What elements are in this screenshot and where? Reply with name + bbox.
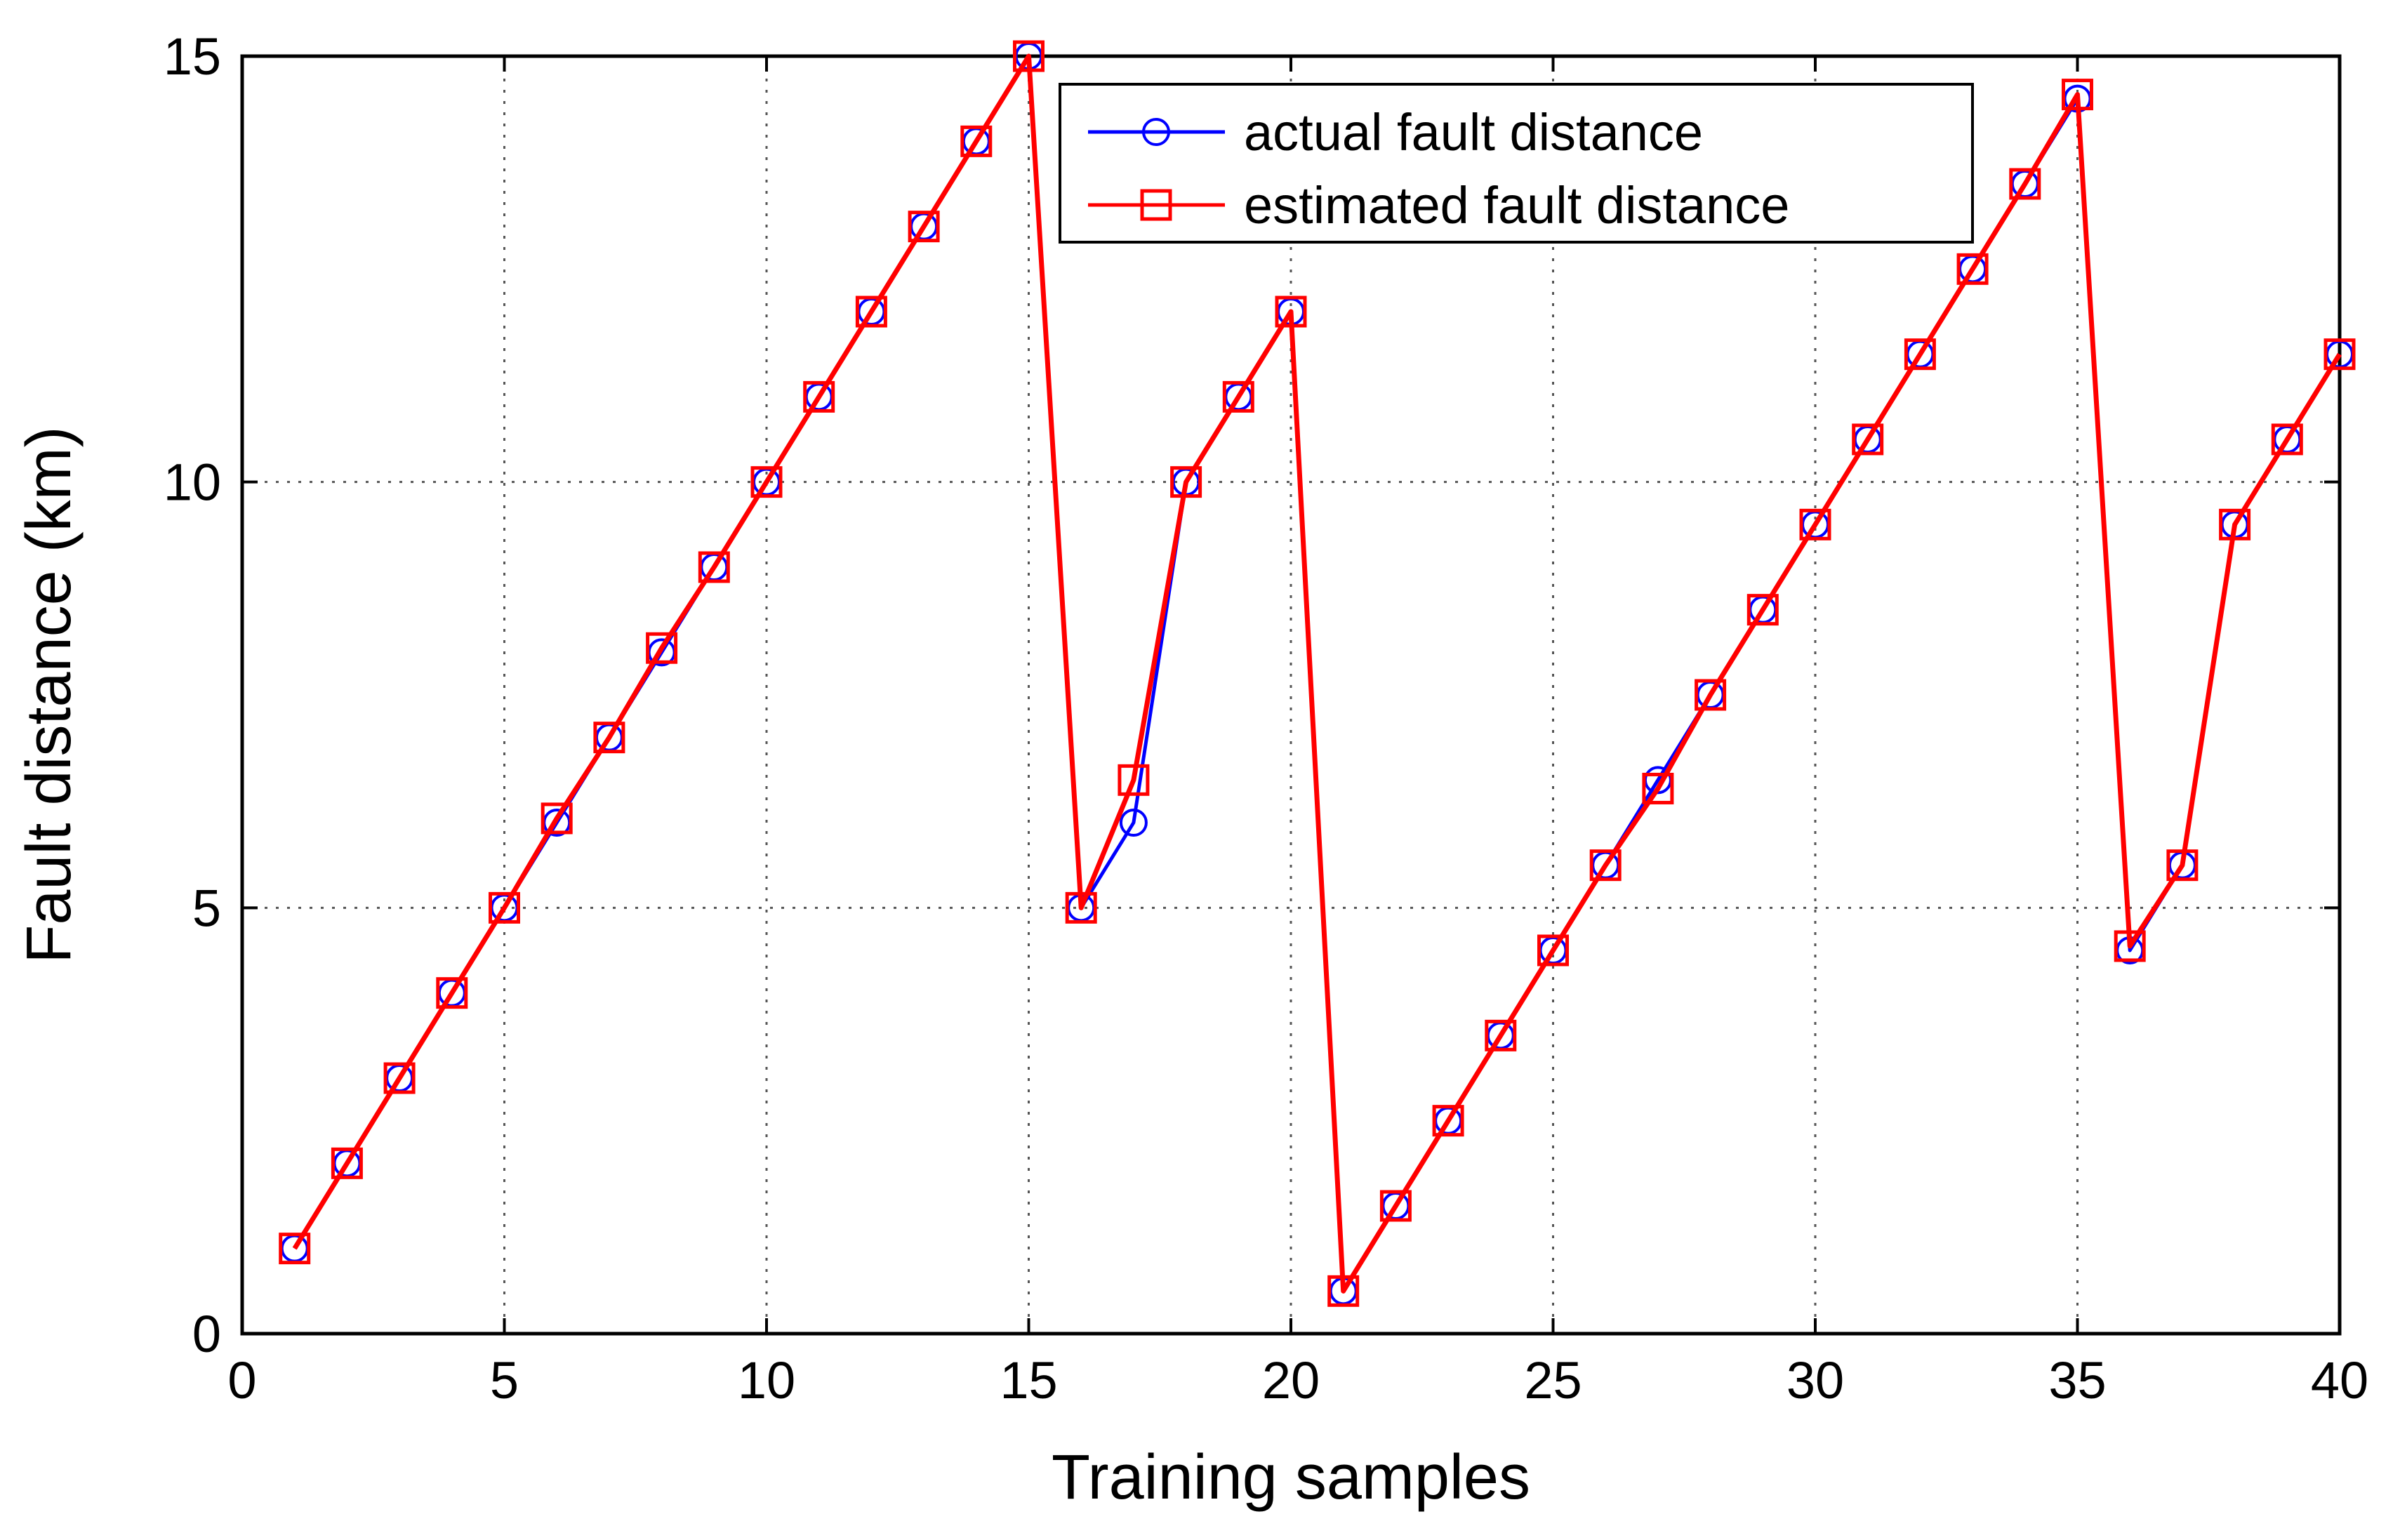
square-marker xyxy=(436,977,468,1009)
x-tick-label: 5 xyxy=(490,1351,519,1409)
x-tick-label: 40 xyxy=(2311,1351,2368,1409)
square-marker xyxy=(541,802,573,835)
square-marker xyxy=(646,632,678,664)
axis-ticks: 0 5 10 15 20 25 30 35 40 0 5 10 15 xyxy=(164,27,2368,1409)
square-marker xyxy=(2062,79,2093,111)
square-marker xyxy=(279,1233,311,1265)
circle-marker xyxy=(1119,809,1148,837)
square-marker xyxy=(1118,764,1150,796)
square-marker xyxy=(1537,934,1569,967)
square-marker xyxy=(1432,1105,1464,1137)
square-marker xyxy=(1904,338,1936,371)
y-axis-title: Fault distance (km) xyxy=(14,426,84,963)
square-marker xyxy=(1589,849,1622,882)
square-marker xyxy=(1852,423,1884,456)
square-marker xyxy=(2166,849,2199,882)
square-marker xyxy=(750,466,783,498)
x-tick-label: 25 xyxy=(1524,1351,1582,1409)
x-tick-label: 20 xyxy=(1262,1351,1320,1409)
y-tick-label: 10 xyxy=(164,453,221,512)
square-marker xyxy=(1485,1019,1517,1051)
square-marker xyxy=(2219,508,2251,540)
x-tick-label: 30 xyxy=(1786,1351,1844,1409)
square-marker xyxy=(1170,466,1202,498)
square-marker xyxy=(1275,296,1307,328)
square-marker xyxy=(2009,168,2041,200)
square-marker xyxy=(1013,40,1045,72)
legend-box xyxy=(1059,83,1974,244)
x-tick-label: 15 xyxy=(1000,1351,1057,1409)
square-marker xyxy=(489,891,520,924)
square-marker xyxy=(593,722,625,754)
circle-marker xyxy=(1142,118,1170,146)
square-marker xyxy=(1065,891,1097,924)
series-estimated xyxy=(279,40,2356,1307)
x-tick-label: 0 xyxy=(227,1351,256,1409)
series-line xyxy=(292,53,2342,1294)
square-marker xyxy=(908,211,940,243)
legend-items xyxy=(1088,118,1225,221)
legend: actual fault distance estimated fault di… xyxy=(1059,83,1974,244)
square-marker xyxy=(1956,253,1989,285)
square-marker xyxy=(803,380,835,413)
square-marker xyxy=(2114,930,2146,962)
square-marker xyxy=(1642,772,1674,804)
square-marker xyxy=(1695,679,1727,711)
square-marker xyxy=(960,125,993,157)
series-layer xyxy=(279,40,2356,1307)
square-marker xyxy=(383,1062,416,1094)
square-marker xyxy=(2323,338,2356,371)
square-marker xyxy=(855,296,887,328)
y-tick-label: 15 xyxy=(164,27,221,86)
square-marker xyxy=(2271,423,2303,456)
y-tick-label: 0 xyxy=(192,1305,221,1363)
square-marker xyxy=(1327,1275,1360,1307)
square-marker xyxy=(1222,380,1254,413)
legend-label-actual: actual fault distance xyxy=(1244,103,1703,161)
x-tick-label: 35 xyxy=(2048,1351,2106,1409)
x-axis-title: Training samples xyxy=(1052,1442,1530,1513)
square-marker xyxy=(331,1147,363,1179)
square-marker xyxy=(1746,594,1779,626)
square-marker xyxy=(698,551,730,583)
legend-label-estimated: estimated fault distance xyxy=(1244,176,1789,234)
grid-lines xyxy=(242,56,2340,1334)
square-marker xyxy=(1140,189,1172,221)
square-marker xyxy=(1799,508,1831,540)
x-tick-label: 10 xyxy=(738,1351,795,1409)
y-tick-label: 5 xyxy=(192,879,221,937)
square-marker xyxy=(1379,1190,1412,1222)
